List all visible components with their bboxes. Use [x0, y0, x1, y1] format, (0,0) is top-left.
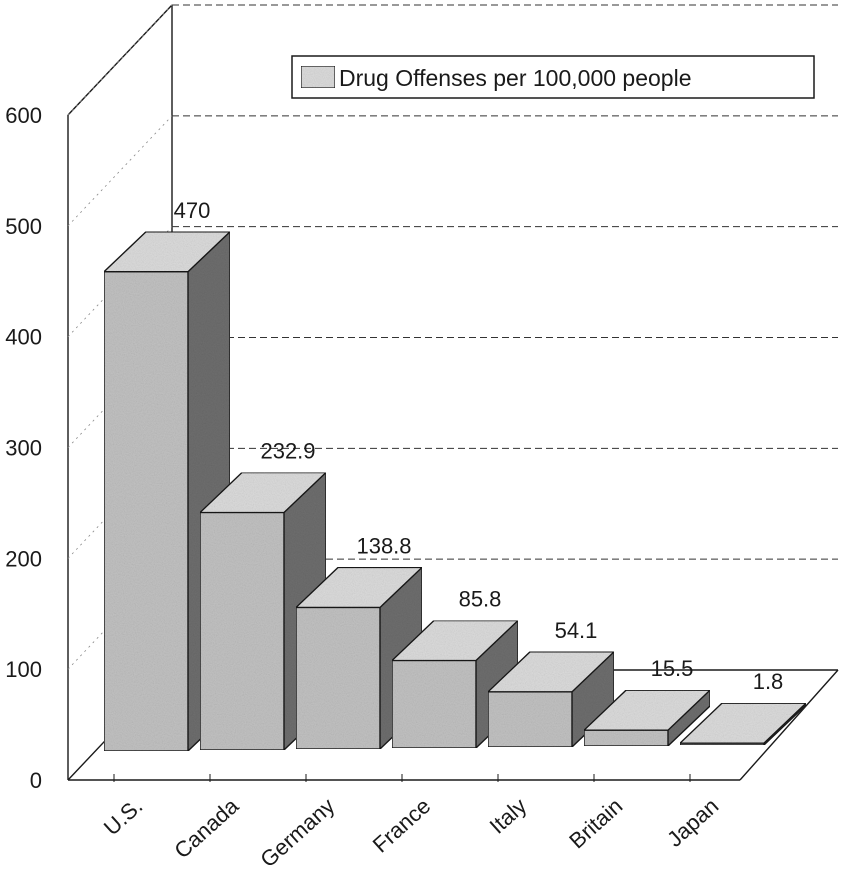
bars — [102, 230, 808, 753]
bar-front — [199, 511, 285, 751]
bar — [582, 688, 712, 748]
bar-top — [582, 689, 712, 731]
y-tick-label: 400 — [5, 325, 42, 350]
value-label: 470 — [174, 198, 211, 223]
bar-front — [103, 271, 189, 752]
bar-front — [295, 606, 381, 750]
bar — [678, 701, 808, 747]
floor-right-edge — [739, 669, 839, 781]
x-category-label: Japan — [662, 793, 723, 852]
bar-top — [486, 651, 616, 693]
legend-box — [291, 55, 815, 99]
y-tick-label: 500 — [5, 214, 42, 239]
legend-label: Drug Offenses per 100,000 people — [339, 65, 692, 91]
x-category-label: France — [368, 793, 436, 857]
y-tick-label: 600 — [5, 103, 42, 128]
value-label: 232.9 — [260, 439, 315, 464]
side-gridline — [67, 4, 173, 116]
y-tick-label: 300 — [5, 436, 42, 461]
y-tick-label: 100 — [5, 657, 42, 682]
y-tick-label: 200 — [5, 546, 42, 571]
bar-front — [583, 729, 669, 747]
x-category-label: Italy — [485, 793, 532, 839]
x-category-label: Canada — [169, 793, 244, 864]
bar-front — [487, 691, 573, 748]
value-label: 15.5 — [651, 656, 694, 681]
y-axis-ticks: 0 100 200 300 400 500 600 — [5, 103, 42, 793]
bar-top — [198, 471, 328, 514]
bar-front — [391, 659, 477, 749]
value-label: 85.8 — [459, 587, 502, 612]
x-category-label: Britain — [564, 793, 627, 853]
side-gridline — [67, 115, 173, 227]
value-label: 54.1 — [555, 618, 598, 643]
value-label: 1.8 — [753, 669, 784, 694]
x-category-label: Germany — [255, 793, 339, 872]
bar — [390, 618, 520, 750]
y-tick-label: 0 — [30, 768, 42, 793]
x-axis-labels: U.S. Canada Germany France Italy Britain Japan — [99, 774, 723, 872]
bar-top — [678, 702, 808, 744]
bar-top — [390, 619, 520, 662]
bar — [486, 650, 616, 749]
legend: Drug Offenses per 100,000 people — [291, 55, 815, 99]
value-label: 138.8 — [356, 533, 411, 558]
bar-top — [294, 566, 424, 609]
bar-top — [102, 231, 232, 273]
value-labels: 470 232.9 138.8 85.8 54.1 15.5 1.8 — [174, 198, 784, 694]
x-category-label: U.S. — [99, 793, 148, 840]
legend-swatch — [300, 65, 336, 89]
